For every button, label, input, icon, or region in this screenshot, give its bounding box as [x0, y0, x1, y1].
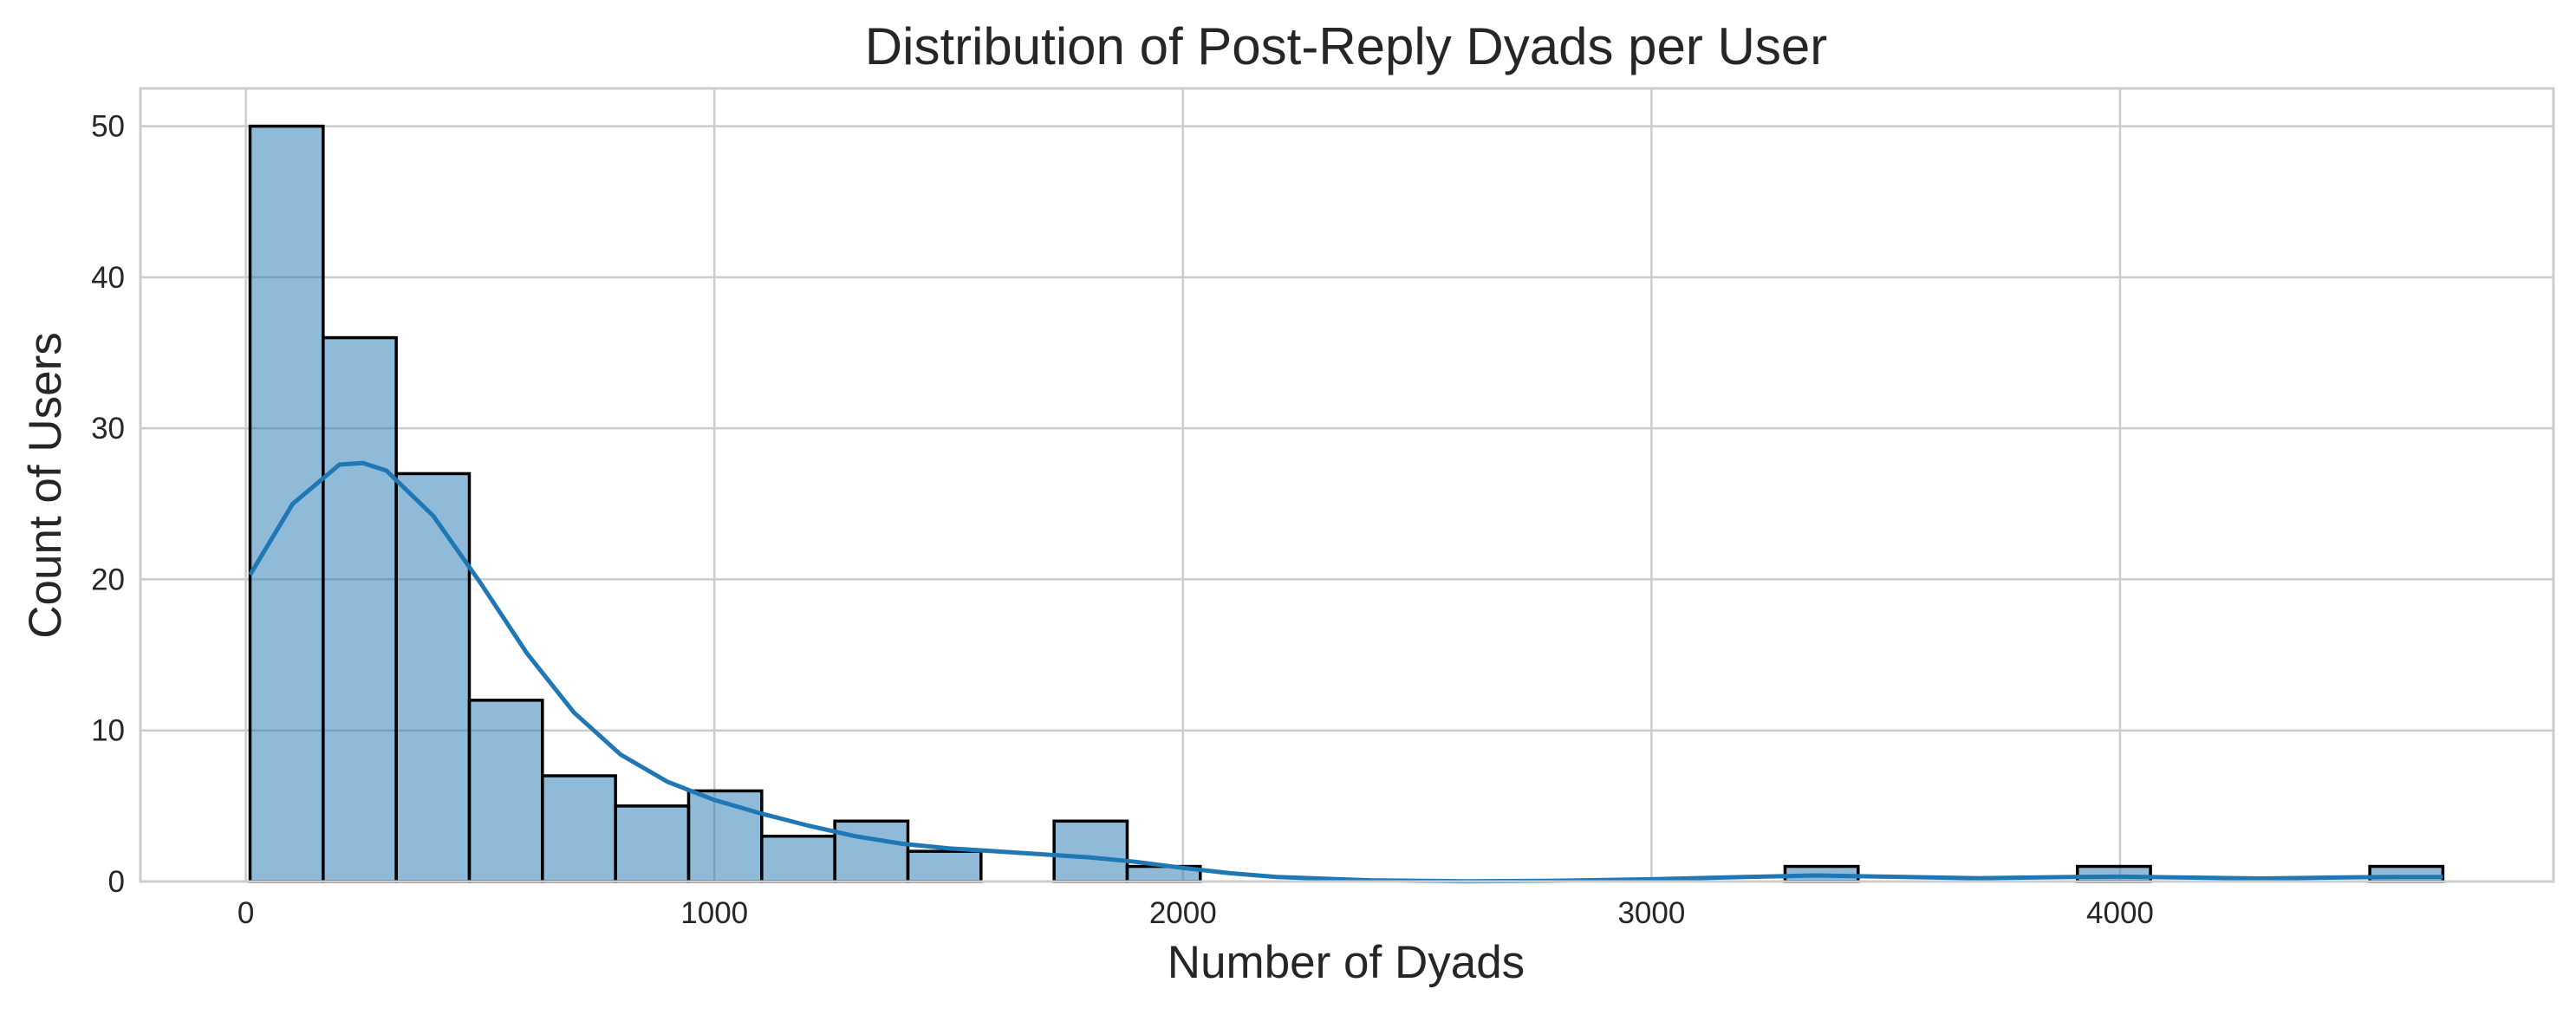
- plot-frame: [139, 87, 2555, 883]
- histogram-bar: [248, 124, 325, 883]
- x-axis-ticks: 0 1000 2000 3000 4000: [237, 896, 2154, 930]
- histogram-bar: [541, 774, 617, 883]
- histogram-bars: [248, 124, 2445, 883]
- y-axis-label: Count of Users: [20, 332, 71, 638]
- histogram-bar: [906, 849, 983, 883]
- x-tick-label: 3000: [1617, 896, 1685, 930]
- histogram-bar: [1052, 819, 1129, 883]
- y-tick-label: 10: [91, 714, 125, 748]
- x-tick-label: 2000: [1149, 896, 1217, 930]
- y-tick-label: 50: [91, 110, 125, 144]
- histogram-bar: [467, 699, 544, 883]
- histogram-bar: [686, 789, 764, 883]
- y-tick-label: 40: [91, 261, 125, 295]
- histogram-bar: [2076, 864, 2152, 883]
- x-axis-label: Number of Dyads: [1168, 937, 1525, 988]
- kde-curve: [248, 460, 2443, 884]
- histogram-bar: [394, 472, 472, 883]
- y-tick-label: 0: [108, 865, 125, 899]
- histogram-bar: [614, 804, 691, 883]
- histogram-bar: [322, 335, 398, 883]
- chart-title: Distribution of Post-Reply Dyads per Use…: [865, 17, 1827, 75]
- x-tick-label: 1000: [680, 896, 748, 930]
- y-tick-label: 20: [91, 563, 125, 596]
- y-axis-ticks: 0 10 20 30 40 50: [91, 110, 125, 899]
- histogram-bar: [833, 819, 910, 883]
- x-tick-label: 0: [237, 896, 254, 930]
- x-tick-label: 4000: [2086, 896, 2154, 930]
- histogram-bar: [760, 834, 836, 883]
- y-tick-label: 30: [91, 412, 125, 446]
